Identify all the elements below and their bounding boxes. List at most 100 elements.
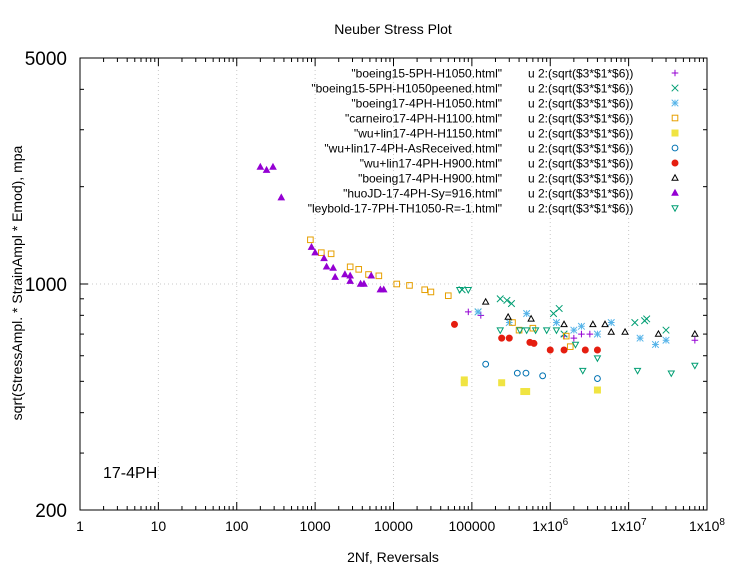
legend-entry-using: u 2:(sqrt($3*$1*$6)) xyxy=(528,187,633,201)
data-point xyxy=(505,334,513,342)
legend-entry-using: u 2:(sqrt($3*$1*$6)) xyxy=(528,67,633,81)
data-point xyxy=(621,327,629,335)
data-point xyxy=(691,362,699,370)
legend-marker xyxy=(671,173,679,181)
series-4 xyxy=(460,376,601,396)
data-point xyxy=(421,286,428,294)
data-point xyxy=(513,369,521,377)
data-point xyxy=(311,248,319,256)
x-tick-exponent: 6 xyxy=(563,517,569,528)
x-tick-label: 10000 xyxy=(374,518,413,534)
legend-marker xyxy=(671,144,679,152)
data-point xyxy=(406,282,413,289)
data-point xyxy=(507,299,516,308)
series-5 xyxy=(482,360,601,382)
legend-entry-name: "carneiro17-4PH-H1100.html" xyxy=(345,112,502,126)
data-points xyxy=(256,162,699,396)
data-point xyxy=(570,334,578,342)
data-point xyxy=(307,236,314,244)
data-point xyxy=(360,279,368,287)
data-point xyxy=(427,288,435,296)
data-point xyxy=(636,334,644,342)
data-point xyxy=(379,285,388,293)
series-3 xyxy=(307,236,574,350)
legend-entry-name: "wu+lin17-4PH-H900.html" xyxy=(360,157,502,171)
data-point xyxy=(522,327,531,335)
legend-entry-using: u 2:(sqrt($3*$1*$6)) xyxy=(528,112,633,126)
data-point xyxy=(269,162,277,170)
data-point xyxy=(450,320,458,328)
chart-annotation: 17-4PH xyxy=(103,465,157,482)
data-point xyxy=(633,367,642,375)
y-tick-label: 5000 xyxy=(25,49,67,70)
data-point xyxy=(662,336,670,344)
legend-entry-name: "boeing17-4PH-H1050.html" xyxy=(351,97,502,111)
data-point xyxy=(566,343,574,350)
legend-entry-using: u 2:(sqrt($3*$1*$6)) xyxy=(528,82,633,96)
x-tick-label: 10 xyxy=(151,518,167,534)
data-point xyxy=(460,379,468,387)
data-point xyxy=(481,297,490,305)
data-point xyxy=(444,292,452,300)
legend-entry-using: u 2:(sqrt($3*$1*$6)) xyxy=(528,97,633,111)
data-point xyxy=(555,304,563,313)
data-point xyxy=(651,340,660,349)
data-point xyxy=(586,330,594,338)
x-tick-exponent: 7 xyxy=(641,517,647,528)
data-point xyxy=(375,272,383,280)
data-point xyxy=(593,330,602,338)
legend-marker xyxy=(671,159,679,167)
data-point xyxy=(531,327,540,335)
legend-marker xyxy=(671,69,679,77)
legend-entry-name: "wu+lin17-4PH-AsReceived.html" xyxy=(324,142,502,156)
data-point xyxy=(516,327,524,335)
legend-marker xyxy=(671,99,679,107)
data-point xyxy=(331,272,339,280)
x-tick-label: 1000 xyxy=(300,518,331,534)
data-point xyxy=(464,308,472,316)
data-point xyxy=(455,287,464,294)
legend-marker xyxy=(671,129,679,137)
data-point xyxy=(346,263,354,271)
legend-entry-using: u 2:(sqrt($3*$1*$6)) xyxy=(528,202,633,216)
data-point xyxy=(654,329,663,337)
series-7 xyxy=(481,297,699,337)
data-point xyxy=(607,318,615,327)
x-tick-label: 1x107 xyxy=(611,517,647,534)
data-point xyxy=(307,242,316,250)
data-point xyxy=(560,330,568,338)
x-tick-exponent: 8 xyxy=(719,517,725,528)
legend: "boeing15-5PH-H1050.html" u 2:(sqrt($3*$1… xyxy=(308,67,679,216)
data-point xyxy=(523,388,531,396)
data-point xyxy=(691,329,699,337)
data-point xyxy=(562,332,570,340)
legend-entry-name: "boeing15-5PH-H1050peened.html" xyxy=(311,82,502,96)
legend-marker xyxy=(671,205,679,213)
legend-marker xyxy=(671,84,679,92)
data-point xyxy=(474,308,482,316)
data-point xyxy=(522,369,530,377)
data-point xyxy=(523,309,531,318)
data-point xyxy=(355,266,363,273)
data-point xyxy=(527,314,535,322)
data-point xyxy=(581,346,589,354)
data-point xyxy=(498,379,506,387)
data-point xyxy=(542,327,551,335)
data-point xyxy=(530,339,538,347)
data-point xyxy=(539,372,547,380)
grid xyxy=(80,58,707,510)
data-point xyxy=(482,360,490,368)
data-point xyxy=(318,249,325,256)
x-tick-label: 1x108 xyxy=(689,517,725,534)
data-point xyxy=(607,327,616,335)
data-point xyxy=(552,327,561,335)
legend-entry-using: u 2:(sqrt($3*$1*$6)) xyxy=(528,127,633,141)
data-point xyxy=(593,355,602,363)
x-tick-label: 1x106 xyxy=(532,517,568,534)
data-point xyxy=(593,346,601,354)
axis-ticks xyxy=(79,57,708,511)
data-point xyxy=(589,320,597,328)
legend-marker xyxy=(671,114,679,122)
data-point xyxy=(560,346,568,354)
series-0 xyxy=(464,308,699,344)
